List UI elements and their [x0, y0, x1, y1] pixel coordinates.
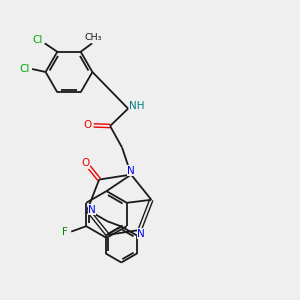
Text: Cl: Cl	[32, 35, 42, 45]
Text: O: O	[81, 158, 89, 168]
Text: N: N	[127, 166, 135, 176]
Text: N: N	[88, 205, 96, 215]
Text: Cl: Cl	[20, 64, 30, 74]
Text: NH: NH	[129, 100, 145, 111]
Text: F: F	[62, 226, 68, 237]
Text: N: N	[137, 229, 145, 239]
Text: CH₃: CH₃	[85, 33, 102, 42]
Text: O: O	[83, 120, 91, 130]
